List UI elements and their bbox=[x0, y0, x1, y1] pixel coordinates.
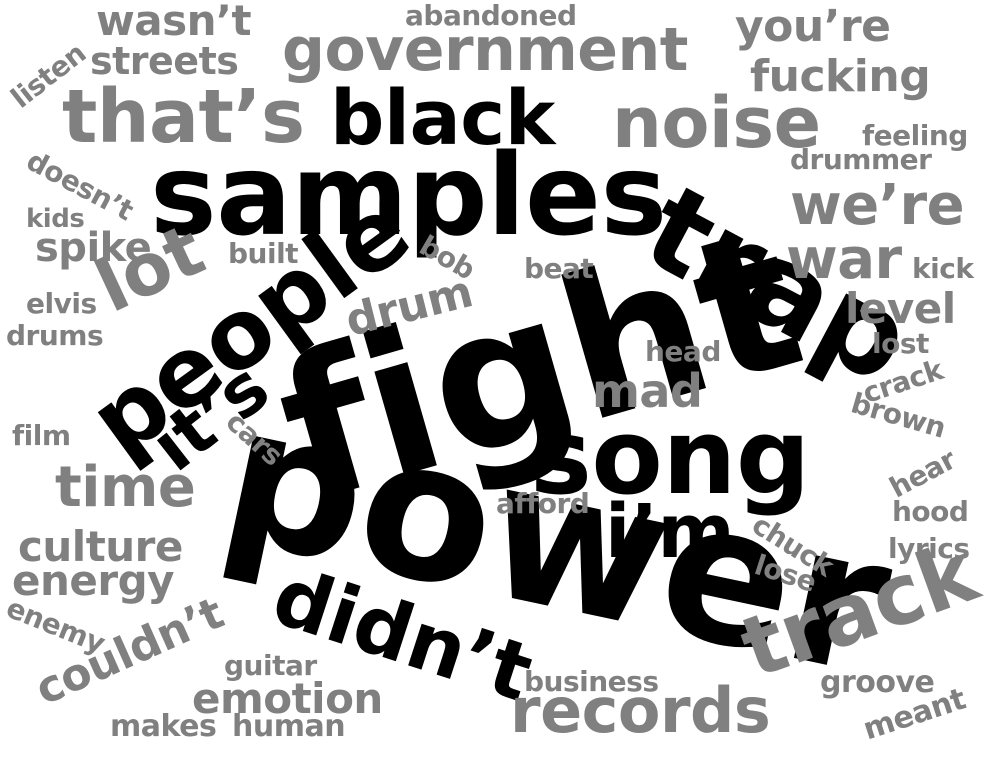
word-drums: drums bbox=[6, 319, 104, 352]
word-abandoned: abandoned bbox=[405, 0, 577, 32]
word-energy: energy bbox=[12, 556, 175, 605]
word-culture: culture bbox=[18, 522, 183, 571]
word-level: level bbox=[845, 284, 956, 333]
word-groove: groove bbox=[820, 665, 935, 700]
word-drummer: drummer bbox=[790, 143, 932, 176]
word-song: song bbox=[530, 396, 810, 518]
word-kick: kick bbox=[912, 252, 974, 285]
word-mad: mad bbox=[592, 364, 703, 418]
word-human: human bbox=[232, 709, 346, 744]
word-afford: afford bbox=[496, 487, 590, 520]
word-kids: kids bbox=[26, 204, 85, 234]
word-hood: hood bbox=[892, 495, 969, 528]
word-guitar: guitar bbox=[224, 649, 317, 682]
word-government: government bbox=[282, 15, 688, 85]
word-feeling: feeling bbox=[862, 119, 968, 152]
word-emotion: emotion bbox=[192, 674, 383, 723]
word-lyrics: lyrics bbox=[888, 532, 970, 565]
word-head: head bbox=[645, 335, 721, 368]
word-time: time bbox=[55, 455, 196, 520]
word-beat: beat bbox=[524, 252, 594, 285]
word-wasnt: wasn’t bbox=[96, 0, 252, 45]
word-noise: noise bbox=[612, 82, 821, 164]
word-thats: that’s bbox=[62, 74, 305, 160]
word-makes: makes bbox=[110, 709, 217, 744]
word-elvis: elvis bbox=[26, 287, 97, 320]
word-film: film bbox=[12, 419, 71, 452]
word-youre: you’re bbox=[735, 1, 891, 52]
word-war: war bbox=[786, 227, 902, 292]
word-lost: lost bbox=[872, 327, 929, 360]
word-fucking: fucking bbox=[750, 51, 931, 102]
word-black: black bbox=[330, 73, 555, 162]
word-records: records bbox=[510, 674, 771, 747]
word-business: business bbox=[524, 665, 659, 698]
word-spike: spike bbox=[35, 225, 152, 271]
word-im: i’m bbox=[605, 489, 735, 575]
word-built: built bbox=[228, 237, 299, 270]
word-were: we’re bbox=[790, 173, 965, 238]
word-streets: streets bbox=[90, 39, 239, 83]
word-samples: samples bbox=[150, 131, 667, 261]
